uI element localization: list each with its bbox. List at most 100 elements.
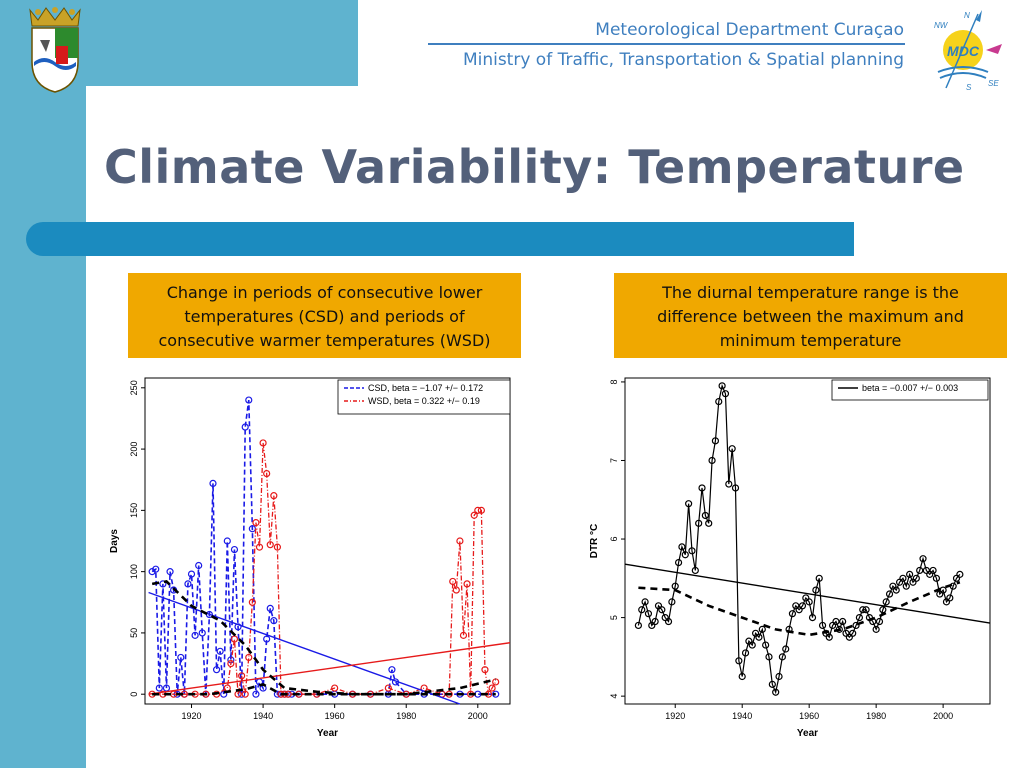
organization-name: Meteorological Department Curaçao — [595, 20, 904, 40]
dtr-point — [885, 590, 894, 598]
dtr-point — [899, 574, 907, 582]
dtr-point — [651, 617, 659, 626]
csd-point — [177, 653, 185, 662]
csd-point — [241, 423, 249, 431]
dtr-point — [916, 566, 924, 575]
right-chart-caption: The diurnal temperature range is the dif… — [614, 273, 1007, 358]
wsd-point — [470, 511, 478, 519]
y-tick-label: 8 — [609, 379, 619, 384]
csd-point — [270, 617, 278, 625]
dtr-point — [681, 551, 689, 559]
csd-point — [209, 479, 217, 487]
dtr-point — [715, 397, 723, 406]
dtr-point — [906, 570, 914, 578]
wsd-point — [452, 586, 460, 594]
coat-of-arms-icon — [29, 7, 81, 93]
left-chart-caption: Change in periods of consecutive lower t… — [128, 273, 521, 358]
dtr-point — [902, 582, 910, 590]
dtr-point — [634, 621, 642, 630]
wsd-point — [492, 678, 500, 686]
dtr-point — [644, 610, 653, 618]
plot-frame — [144, 377, 511, 705]
dtr-point — [862, 606, 870, 614]
dtr-point — [825, 633, 833, 641]
dtr-point — [788, 610, 797, 618]
csd-point — [266, 604, 274, 613]
csd-point — [230, 545, 239, 554]
x-tick-label: 2000 — [468, 711, 488, 721]
dtr-point — [638, 606, 646, 614]
x-tick-label: 1920 — [665, 711, 685, 721]
wsd-point — [238, 672, 246, 680]
csd-trend-line — [148, 591, 461, 705]
wsd-trend-line — [148, 642, 511, 695]
dtr-point — [832, 617, 840, 626]
compass-n-label: N — [964, 11, 970, 20]
wsd-point — [227, 659, 235, 668]
wsd-point — [463, 580, 471, 588]
legend-label: WSD, beta = 0.322 +/− 0.19 — [368, 396, 480, 406]
dtr-point — [919, 555, 927, 563]
plot-frame — [624, 377, 991, 705]
csd-point — [155, 684, 163, 692]
csd-point — [198, 629, 206, 637]
dtr-point — [956, 570, 964, 578]
dtr-point — [718, 382, 726, 390]
x-tick-label: 1920 — [182, 711, 202, 721]
left-side-bar — [0, 0, 86, 768]
x-tick-label: 1960 — [799, 711, 819, 721]
dtr-point — [701, 511, 709, 520]
dtr-point — [755, 633, 763, 641]
csd-point — [191, 631, 199, 639]
dtr-point — [852, 621, 860, 630]
y-tick-label: 100 — [129, 564, 139, 579]
mdc-compass-logo-icon: MDC N NW SE S — [934, 10, 1002, 92]
y-tick-label: 7 — [609, 458, 619, 463]
ministry-name: Ministry of Traffic, Transportation & Sp… — [462, 50, 904, 70]
wsd-point — [449, 577, 457, 586]
dtr-point — [691, 566, 699, 575]
dtr-point — [768, 680, 776, 688]
y-tick-label: 150 — [129, 503, 139, 518]
dtr-point — [946, 594, 954, 602]
x-tick-label: 2000 — [933, 711, 953, 721]
dtr-point — [859, 606, 867, 614]
dtr-point — [879, 606, 887, 614]
wsd-point — [270, 492, 278, 500]
dtr-point — [688, 547, 696, 555]
csd-point — [252, 690, 260, 698]
x-axis-label: Year — [317, 728, 338, 739]
y-axis-label: Days — [109, 529, 120, 553]
dtr-point — [705, 519, 713, 527]
dtr-point — [818, 621, 827, 630]
wsd-point — [263, 469, 271, 478]
wsd-point — [474, 506, 482, 514]
x-tick-label: 1980 — [396, 711, 416, 721]
wsd-point — [273, 543, 282, 551]
csd-line — [151, 399, 496, 695]
wsd-point — [241, 690, 249, 698]
dtr-point — [765, 653, 773, 661]
wsd-point — [456, 537, 464, 545]
page-title: Climate Variability: Temperature — [104, 140, 965, 194]
x-tick-label: 1960 — [325, 711, 345, 721]
dtr-point — [912, 574, 920, 582]
dtr-point — [708, 456, 716, 465]
dtr-point — [738, 672, 746, 681]
dtr-point — [711, 437, 720, 445]
wsd-smooth-line — [152, 678, 496, 696]
dtr-point — [849, 629, 857, 637]
dtr-point — [674, 559, 683, 567]
wsd-line — [152, 442, 497, 697]
wsd-point — [259, 439, 267, 447]
wsd-point — [384, 684, 392, 692]
dtr-point — [875, 617, 884, 626]
y-tick-label: 4 — [609, 694, 619, 699]
dtr-point — [839, 617, 847, 626]
legend-box — [337, 379, 511, 415]
dtr-point — [695, 519, 703, 527]
csd-point — [245, 396, 253, 404]
dtr-point — [929, 566, 937, 575]
csd-point — [223, 537, 231, 545]
y-tick-label: 250 — [129, 380, 139, 395]
